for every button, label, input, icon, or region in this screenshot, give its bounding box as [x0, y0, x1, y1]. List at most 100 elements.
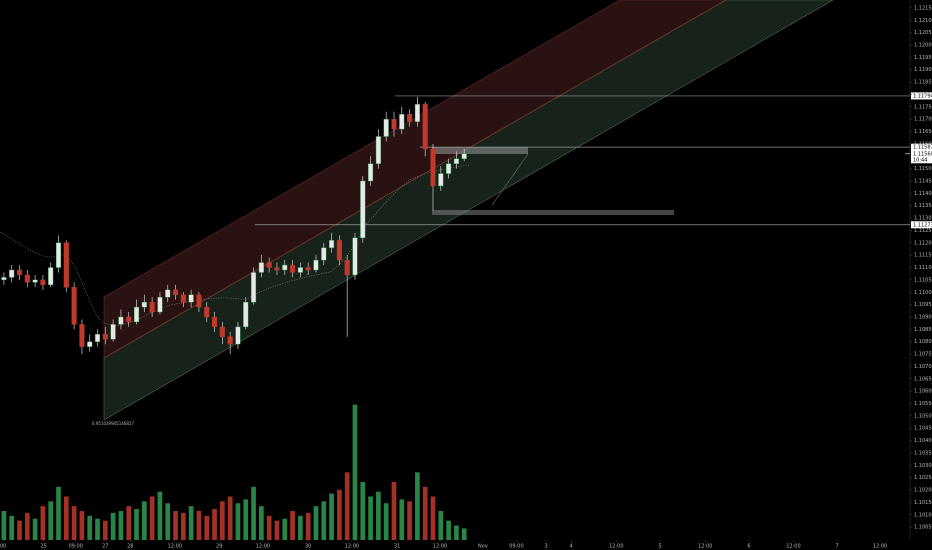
candle-body — [141, 301, 147, 308]
candle-body — [219, 326, 225, 337]
candle-body — [118, 316, 124, 325]
volume-bar — [235, 503, 241, 540]
y-tick-label: 1.10150 — [914, 500, 932, 506]
last-price-label: 1.11560 — [913, 151, 932, 157]
candle-body — [368, 163, 374, 182]
volume-bar — [79, 511, 85, 540]
candle-body — [461, 153, 467, 159]
candle-body — [212, 316, 218, 328]
y-tick-label: 1.10950 — [914, 302, 932, 308]
candle-body — [63, 242, 69, 288]
candle-body — [243, 301, 249, 328]
candle-body — [188, 294, 194, 303]
volume-bar — [368, 496, 373, 540]
volume-bar — [305, 512, 311, 540]
volume-bar — [87, 515, 93, 540]
countdown: 10:44 — [913, 157, 927, 163]
volume-bar — [259, 506, 264, 540]
x-tick-label: 28 — [127, 544, 133, 550]
zone-box — [432, 210, 674, 215]
volume-bar — [110, 512, 116, 540]
volume-bar — [118, 511, 124, 540]
candle-body — [149, 301, 155, 313]
x-tick-label: 7 — [836, 544, 839, 550]
candle-body — [414, 104, 420, 122]
marks — [1, 95, 910, 540]
x-tick-label: 27 — [102, 544, 108, 550]
x-tick-label: 09:00 — [509, 544, 523, 550]
y-tick-label: 1.11050 — [914, 277, 932, 283]
candle-body — [126, 316, 132, 323]
volume-bar — [415, 472, 420, 540]
volume-bar — [24, 512, 30, 540]
volume-bar — [454, 525, 459, 540]
y-tick-label: 1.10200 — [914, 488, 932, 494]
volume-bar — [56, 486, 61, 540]
volume-bar — [227, 496, 233, 540]
y-tick-label: 1.10350 — [914, 450, 932, 456]
volume-bar — [313, 506, 319, 540]
volume-bar — [298, 515, 303, 540]
candle-body — [407, 114, 413, 122]
x-tick-label: 30 — [305, 544, 311, 550]
level-label: 1.11273 — [913, 222, 932, 228]
y-tick-label: 1.10300 — [914, 463, 932, 469]
candle-body — [157, 296, 163, 313]
y-tick-label: 1.11650 — [914, 129, 932, 135]
volume-bar — [181, 512, 186, 540]
y-tick-label: 1.10750 — [914, 352, 932, 358]
y-tick-label: 1.10900 — [914, 314, 932, 320]
x-tick-label: 5 — [658, 544, 661, 550]
y-tick-label: 1.11150 — [914, 253, 932, 259]
volume-bar — [188, 506, 194, 540]
volume-bar — [344, 472, 350, 540]
candle-body — [32, 279, 38, 283]
volume-bar — [376, 491, 381, 540]
candle-body — [305, 267, 311, 271]
y-tick-label: 1.10100 — [914, 512, 932, 518]
x-tick-label: 12:00 — [609, 544, 623, 550]
candle-body — [180, 294, 186, 303]
candle-body — [87, 341, 93, 347]
y-tick-label: 1.11100 — [914, 265, 932, 271]
y-tick-label: 1.11950 — [914, 55, 932, 61]
candle-body — [48, 267, 54, 286]
x-tick-label: 12:00 — [433, 544, 447, 550]
candle-body — [446, 163, 452, 174]
volume-bar — [141, 501, 147, 540]
volume-bar — [290, 511, 295, 540]
level-tag — [911, 221, 932, 229]
x-tick-label: 12:00 — [168, 544, 182, 550]
volume-bar — [1, 511, 7, 540]
candle-body — [313, 259, 319, 271]
candle-body — [9, 269, 15, 278]
x-tick-label: 6 — [747, 544, 750, 550]
candle-body — [165, 289, 171, 298]
volume-bar — [17, 520, 22, 540]
candle-body — [391, 118, 397, 130]
x-tick-label: 12:00 — [786, 544, 800, 550]
y-tick-label: 1.11000 — [914, 290, 932, 296]
volume-bar — [430, 496, 436, 540]
candle-body — [266, 262, 272, 268]
level-tag — [911, 92, 932, 100]
volume-bar — [399, 499, 405, 540]
moving-average — [0, 164, 471, 326]
candle-body — [110, 324, 116, 340]
y-tick-label: 1.11750 — [914, 104, 932, 110]
volume-bar — [126, 506, 132, 540]
y-tick-label: 1.10600 — [914, 389, 932, 395]
volume-bar — [422, 486, 428, 540]
candle-body — [1, 277, 7, 281]
y-tick-label: 1.11350 — [914, 203, 932, 209]
candle-body — [94, 334, 101, 342]
volume-bar — [102, 520, 108, 540]
volume-bar — [9, 515, 15, 540]
x-tick-label: 31 — [394, 544, 400, 550]
volume-bar — [95, 518, 100, 540]
x-tick-label: 09:00 — [68, 544, 82, 550]
x-tick-label: Nov — [478, 544, 488, 550]
